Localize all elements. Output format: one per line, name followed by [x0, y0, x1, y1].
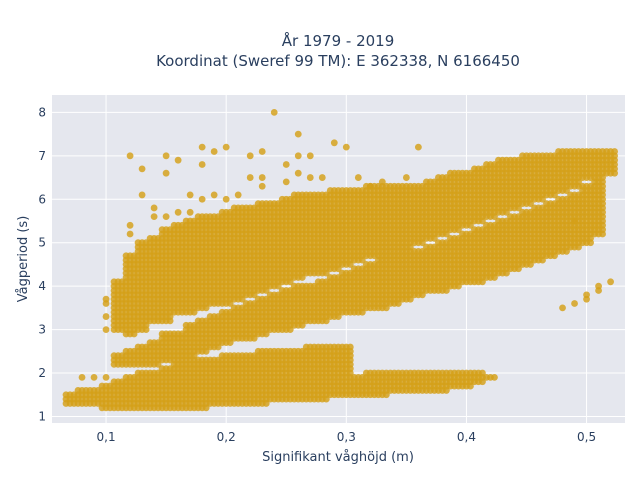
data-point	[479, 369, 486, 377]
data-point	[102, 326, 110, 333]
data-point	[246, 152, 254, 160]
data-point	[234, 191, 242, 199]
data-point	[150, 213, 158, 221]
data-point	[198, 195, 206, 203]
data-point	[346, 343, 354, 351]
data-point	[270, 108, 278, 116]
y-tick-label: 5	[38, 236, 46, 250]
data-point	[294, 169, 302, 177]
data-point	[354, 174, 362, 181]
data-point	[595, 282, 602, 290]
data-point	[102, 313, 110, 320]
y-tick-label: 3	[38, 323, 46, 337]
data-point	[102, 373, 110, 381]
data-point	[246, 174, 254, 181]
data-point	[138, 191, 146, 199]
data-point	[222, 143, 230, 151]
data-point	[126, 230, 134, 238]
data-point	[294, 130, 302, 138]
data-point	[294, 152, 302, 160]
data-point	[607, 278, 614, 286]
data-point	[138, 165, 146, 173]
data-point	[282, 161, 290, 168]
x-tick-label: 0,1	[97, 430, 116, 444]
x-tick-label: 0,5	[577, 430, 596, 444]
data-point	[78, 373, 86, 381]
x-tick-label: 0,4	[457, 430, 476, 444]
data-point	[174, 208, 182, 216]
data-point	[258, 148, 266, 155]
data-point	[126, 221, 134, 229]
x-tick-labels: 0,1 0,2 0,3 0,4 0,5	[97, 430, 597, 444]
y-tick-label: 2	[38, 366, 46, 380]
data-point	[222, 195, 230, 203]
x-tick-label: 0,2	[217, 430, 236, 444]
y-tick-labels: 1 2 3 4 5 6 7 8	[38, 105, 46, 423]
data-point	[198, 161, 206, 168]
data-point	[162, 213, 170, 221]
data-point	[186, 208, 194, 216]
data-point	[559, 304, 566, 312]
data-point	[198, 143, 206, 151]
data-point	[366, 182, 374, 190]
data-point	[90, 373, 98, 381]
data-point	[378, 178, 386, 186]
data-point	[162, 169, 170, 177]
data-point	[282, 178, 290, 186]
x-tick-label: 0,3	[337, 430, 356, 444]
x-axis-title: Signifikant våghöjd (m)	[262, 450, 414, 465]
data-point	[162, 152, 170, 160]
data-point	[402, 174, 410, 181]
data-point	[318, 174, 326, 181]
data-points	[62, 108, 618, 412]
data-point	[210, 148, 218, 155]
y-tick-label: 8	[38, 105, 46, 119]
data-point	[571, 217, 578, 225]
y-tick-label: 6	[38, 192, 46, 206]
data-point	[186, 191, 194, 199]
data-point	[611, 148, 618, 155]
y-tick-label: 7	[38, 149, 46, 163]
data-point	[102, 295, 110, 303]
y-axis-title: Vågperiod (s)	[16, 216, 31, 303]
y-tick-label: 1	[38, 409, 46, 423]
data-point	[150, 204, 158, 212]
data-point	[126, 152, 134, 160]
data-point	[306, 174, 314, 181]
data-point	[330, 139, 338, 147]
data-point	[258, 182, 266, 190]
data-point	[414, 143, 422, 151]
chart-title-line2: Koordinat (Sweref 99 TM): E 362338, N 61…	[156, 52, 520, 70]
data-point	[342, 143, 350, 151]
data-point	[491, 373, 498, 381]
data-point	[583, 291, 590, 299]
chart-title-line1: År 1979 - 2019	[282, 31, 395, 50]
y-tick-label: 4	[38, 279, 46, 293]
data-point	[210, 191, 218, 199]
data-point	[571, 300, 578, 307]
data-point	[258, 174, 266, 181]
data-point	[306, 152, 314, 160]
data-point	[174, 156, 182, 164]
